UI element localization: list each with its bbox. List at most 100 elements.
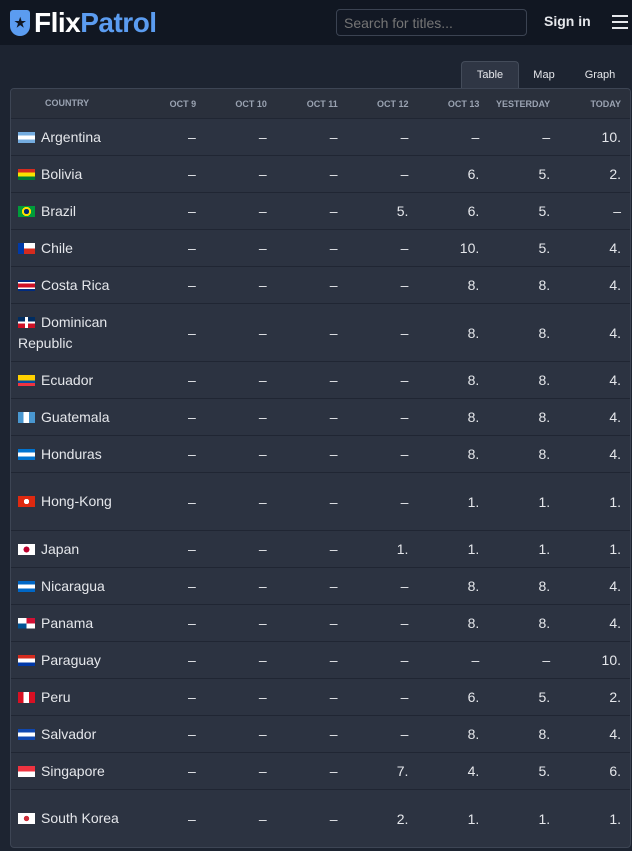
rank-cell: –: [329, 324, 338, 341]
country-cell[interactable]: Ecuador: [11, 370, 134, 391]
rank-cell: –: [187, 726, 196, 742]
table-row[interactable]: Bolivia – – – – 6. 5. 2.: [11, 155, 630, 192]
rank-cell: 4.: [609, 615, 622, 631]
rank-cell: –: [329, 652, 338, 668]
rank-cell: –: [329, 409, 338, 425]
rank-cell: 1.: [609, 493, 622, 510]
table-row[interactable]: Brazil – – – 5. 6. 5. –: [11, 192, 630, 229]
rank-cell: –: [258, 726, 267, 742]
rank-cell: 4.: [609, 240, 622, 256]
rank-cell: –: [329, 810, 338, 827]
table-row[interactable]: Costa Rica – – – – 8. 8. 4.: [11, 266, 630, 303]
table-row[interactable]: Chile – – – – 10. 5. 4.: [11, 229, 630, 266]
rank-cell: –: [258, 810, 267, 827]
rank-cell: 8.: [467, 615, 480, 631]
rank-cell: –: [542, 652, 551, 668]
rank-cell: –: [329, 129, 338, 145]
table-row[interactable]: Nicaragua – – – – 8. 8. 4.: [11, 567, 630, 604]
table-row[interactable]: Paraguay – – – – – – 10.: [11, 641, 630, 678]
table-row[interactable]: Honduras – – – – 8. 8. 4.: [11, 435, 630, 472]
rank-cell: 4.: [609, 446, 622, 462]
country-cell[interactable]: South Korea: [11, 808, 134, 829]
rank-cell: –: [258, 129, 267, 145]
country-cell[interactable]: Dominican Republic: [11, 312, 134, 354]
sign-in-link[interactable]: Sign in: [544, 13, 591, 29]
rank-cell: –: [400, 129, 409, 145]
country-cell[interactable]: Guatemala: [11, 407, 134, 428]
country-cell[interactable]: Japan: [11, 539, 134, 560]
table-row[interactable]: Japan – – – 1. 1. 1. 1.: [11, 530, 630, 567]
rank-cell: 5.: [538, 689, 551, 705]
rank-cell: 4.: [609, 578, 622, 594]
table-row[interactable]: Ecuador – – – – 8. 8. 4.: [11, 361, 630, 398]
rank-cell: –: [258, 689, 267, 705]
rank-cell: –: [400, 689, 409, 705]
flag-icon: [18, 543, 35, 555]
search-input[interactable]: [336, 9, 527, 36]
country-cell[interactable]: Costa Rica: [11, 275, 134, 296]
country-cell[interactable]: Salvador: [11, 724, 134, 745]
rank-cell: –: [613, 203, 622, 219]
tab-graph[interactable]: Graph: [584, 68, 616, 81]
flag-icon: [18, 654, 35, 666]
country-name: Salvador: [41, 725, 97, 742]
flag-icon: [18, 580, 35, 592]
table-row[interactable]: Guatemala – – – – 8. 8. 4.: [11, 398, 630, 435]
country-name: Japan: [41, 540, 80, 557]
flag-icon: [18, 448, 35, 460]
country-cell[interactable]: Chile: [11, 238, 134, 259]
country-cell[interactable]: Nicaragua: [11, 576, 134, 597]
table-row[interactable]: Hong-Kong – – – – 1. 1. 1.: [11, 472, 630, 530]
country-name: Bolivia: [41, 165, 83, 182]
flag-icon: [18, 617, 35, 629]
table-row[interactable]: Peru – – – – 6. 5. 2.: [11, 678, 630, 715]
country-cell[interactable]: Singapore: [11, 761, 134, 782]
table-row[interactable]: Salvador – – – – 8. 8. 4.: [11, 715, 630, 752]
rank-cell: –: [329, 726, 338, 742]
country-cell[interactable]: Peru: [11, 687, 134, 708]
rank-cell: 2.: [609, 166, 622, 182]
table-row[interactable]: Argentina – – – – – – 10.: [11, 118, 630, 155]
hamburger-menu-icon[interactable]: [612, 15, 628, 33]
rank-cell: –: [400, 726, 409, 742]
country-cell[interactable]: Honduras: [11, 444, 134, 465]
rank-cell: –: [258, 240, 267, 256]
flag-icon: [18, 813, 35, 824]
rank-cell: –: [400, 446, 409, 462]
flag-icon: [18, 374, 35, 386]
rank-cell: –: [329, 615, 338, 631]
rank-cell: –: [187, 763, 196, 779]
table-row[interactable]: Singapore – – – 7. 4. 5. 6.: [11, 752, 630, 789]
rank-cell: 8.: [538, 446, 551, 462]
col-oct12: OCT 12: [377, 98, 409, 109]
flag-icon: [18, 316, 35, 328]
view-tabs: Table Map Graph: [461, 61, 631, 88]
country-cell[interactable]: Bolivia: [11, 164, 134, 185]
country-name: Hong-Kong: [41, 493, 112, 509]
rank-cell: –: [400, 615, 409, 631]
country-cell[interactable]: Brazil: [11, 201, 134, 222]
table-row[interactable]: Panama – – – – 8. 8. 4.: [11, 604, 630, 641]
rank-cell: –: [400, 409, 409, 425]
col-country: COUNTRY: [45, 98, 90, 108]
rank-cell: 10.: [459, 240, 480, 256]
rank-cell: –: [258, 763, 267, 779]
country-cell[interactable]: Argentina: [11, 127, 134, 148]
rank-cell: –: [187, 166, 196, 182]
country-name: Ecuador: [41, 371, 94, 388]
rank-cell: –: [258, 615, 267, 631]
table-row[interactable]: South Korea – – – 2. 1. 1. 1.: [11, 789, 630, 847]
tab-table[interactable]: Table: [461, 61, 519, 88]
table-row[interactable]: Dominican Republic – – – – 8. 8. 4.: [11, 303, 630, 361]
country-cell[interactable]: Panama: [11, 613, 134, 634]
flixpatrol-logo[interactable]: ★ Flix Patrol: [10, 7, 157, 39]
rank-cell: –: [187, 689, 196, 705]
country-name: Paraguay: [41, 651, 101, 668]
rank-cell: –: [329, 240, 338, 256]
tab-map[interactable]: Map: [533, 68, 555, 81]
country-cell[interactable]: Paraguay: [11, 650, 134, 671]
rank-cell: 8.: [538, 726, 551, 742]
rank-cell: –: [471, 652, 480, 668]
country-cell[interactable]: Hong-Kong: [11, 491, 134, 512]
